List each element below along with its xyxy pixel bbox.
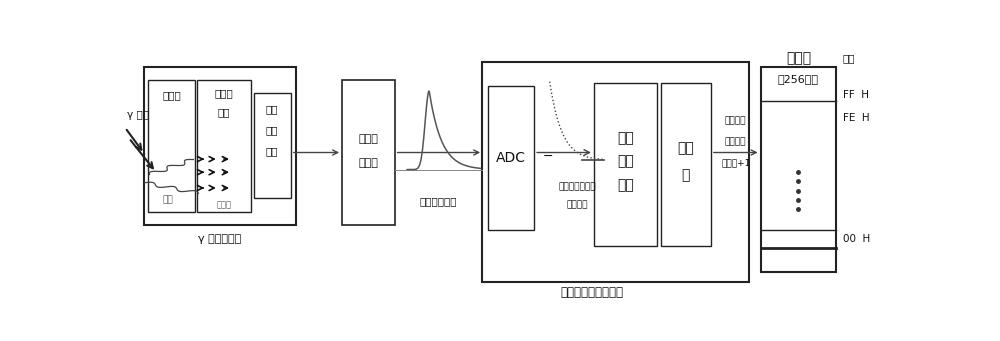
Text: （256道）: （256道） [778, 74, 819, 84]
Text: 前置: 前置 [266, 104, 278, 114]
Bar [254, 93, 291, 198]
Text: 00  H: 00 H [843, 234, 870, 244]
Text: 控制: 控制 [677, 142, 694, 155]
Text: 放大整: 放大整 [358, 134, 378, 144]
Text: 脉冲: 脉冲 [617, 131, 634, 145]
Text: 电路: 电路 [266, 146, 278, 156]
Bar [148, 80, 195, 211]
Bar [594, 83, 657, 246]
Bar [144, 67, 296, 225]
Bar [488, 86, 534, 230]
Text: 放大: 放大 [266, 125, 278, 135]
Bar [661, 83, 711, 246]
Text: −: − [543, 150, 553, 163]
Text: 光电倍: 光电倍 [215, 88, 234, 99]
Text: 中数据+1: 中数据+1 [721, 159, 750, 167]
Text: 形电路: 形电路 [358, 158, 378, 168]
Bar [482, 62, 749, 282]
Text: 探测器输出模拟: 探测器输出模拟 [558, 182, 596, 191]
Text: FF  H: FF H [843, 90, 869, 100]
Text: 光电子: 光电子 [217, 201, 232, 209]
Text: 器: 器 [682, 168, 690, 182]
Text: 脉冲信号: 脉冲信号 [566, 201, 588, 209]
Text: 模拟脉冲信号: 模拟脉冲信号 [419, 196, 457, 206]
Text: γ 射线: γ 射线 [127, 110, 149, 120]
Text: 幅度: 幅度 [617, 155, 634, 169]
Text: 光子: 光子 [162, 195, 173, 204]
Text: 存储器: 存储器 [786, 51, 811, 65]
Text: 闪烁体: 闪烁体 [162, 90, 181, 100]
Text: γ 射线探测器: γ 射线探测器 [198, 234, 242, 244]
Text: 分析: 分析 [617, 178, 634, 192]
Bar [761, 67, 836, 272]
Text: 地址: 地址 [843, 53, 855, 63]
Text: FE  H: FE H [843, 113, 869, 123]
Text: ADC: ADC [496, 151, 526, 165]
Text: 脉冲幅值: 脉冲幅值 [725, 117, 746, 125]
Text: 多道脉冲幅度分析器: 多道脉冲幅度分析器 [560, 286, 623, 299]
Text: 增管: 增管 [218, 107, 230, 117]
Bar [197, 80, 251, 211]
Bar [342, 80, 395, 225]
Text: 对应地址: 对应地址 [725, 137, 746, 147]
